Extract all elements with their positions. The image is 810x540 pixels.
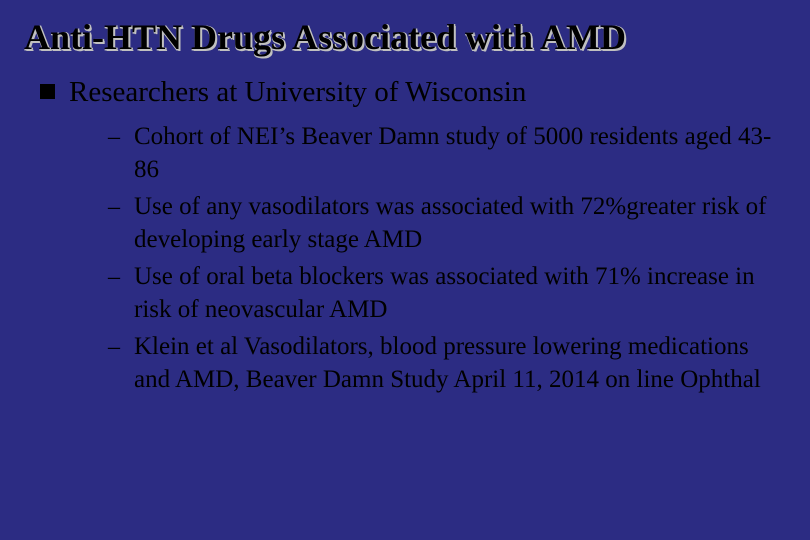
dash-bullet-icon: – [108,192,126,223]
bullet-level1-text: Researchers at University of Wisconsin [69,74,526,110]
slide-title: Anti-HTN Drugs Associated with AMD [24,18,786,58]
bullet-level2-text: Use of oral beta blockers was associated… [134,260,786,326]
dash-bullet-icon: – [108,332,126,363]
dash-bullet-icon: – [108,262,126,293]
dash-bullet-icon: – [108,122,126,153]
bullet-row: – Use of any vasodilators was associated… [108,190,786,256]
bullet-level2-text: Klein et al Vasodilators, blood pressure… [134,330,786,396]
slide: Anti-HTN Drugs Associated with AMD Resea… [0,0,810,540]
bullet-level2-text: Use of any vasodilators was associated w… [134,190,786,256]
square-bullet-icon [40,84,55,99]
bullet-row: Researchers at University of Wisconsin [40,74,786,110]
bullet-level2-group: – Cohort of NEI’s Beaver Damn study of 5… [108,120,786,396]
bullet-row: – Klein et al Vasodilators, blood pressu… [108,330,786,396]
bullet-row: – Use of oral beta blockers was associat… [108,260,786,326]
bullet-row: – Cohort of NEI’s Beaver Damn study of 5… [108,120,786,186]
bullet-level2-text: Cohort of NEI’s Beaver Damn study of 500… [134,120,786,186]
bullet-level1: Researchers at University of Wisconsin –… [40,74,786,396]
